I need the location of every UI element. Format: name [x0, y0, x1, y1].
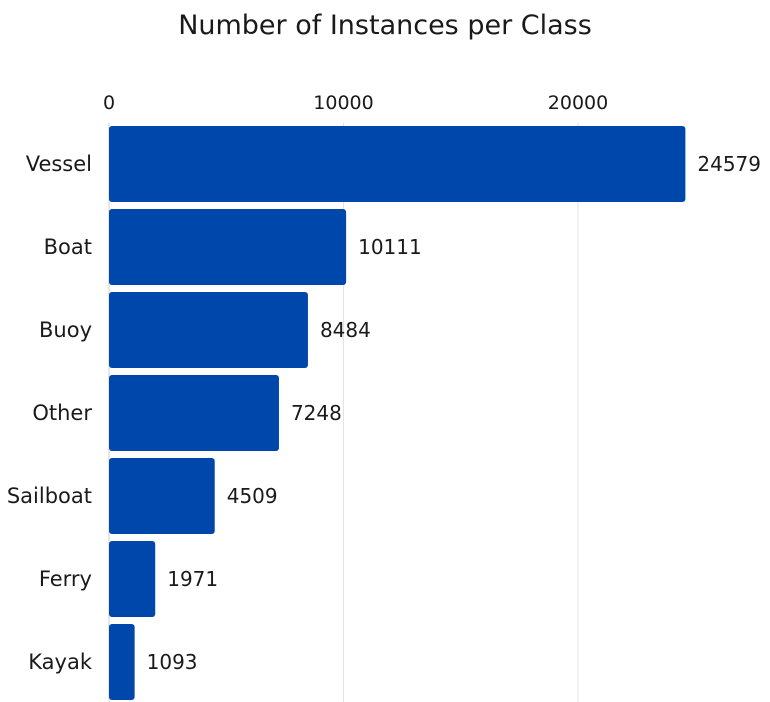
bar: [109, 375, 279, 451]
data-label: 7248: [291, 401, 342, 425]
data-label: 8484: [320, 318, 371, 342]
data-label: 10111: [358, 235, 422, 259]
bar: [109, 209, 347, 285]
bar: [109, 624, 135, 700]
bar: [109, 541, 156, 617]
labels-layer: 0 10000 20000 Vessel 24579 Boat 10111 Buoy 8484 O…: [7, 92, 761, 674]
category-label: Sailboat: [7, 484, 92, 508]
category-label: Vessel: [26, 152, 92, 176]
category-label: Ferry: [39, 567, 92, 591]
bars-layer: [109, 126, 686, 700]
data-label: 1971: [167, 567, 218, 591]
x-tick-label: 10000: [313, 92, 373, 114]
category-label: Boat: [44, 235, 92, 259]
category-label: Buoy: [39, 318, 92, 342]
category-label: Kayak: [28, 650, 93, 674]
bar: [109, 292, 308, 368]
bar: [109, 126, 686, 202]
x-tick-label: 20000: [548, 92, 608, 114]
data-label: 24579: [697, 152, 761, 176]
chart-title: Number of Instances per Class: [178, 10, 592, 41]
x-tick-label: 0: [103, 92, 115, 114]
category-label: Other: [32, 401, 92, 425]
data-label: 1093: [147, 650, 198, 674]
data-label: 4509: [227, 484, 278, 508]
bar: [109, 458, 215, 534]
